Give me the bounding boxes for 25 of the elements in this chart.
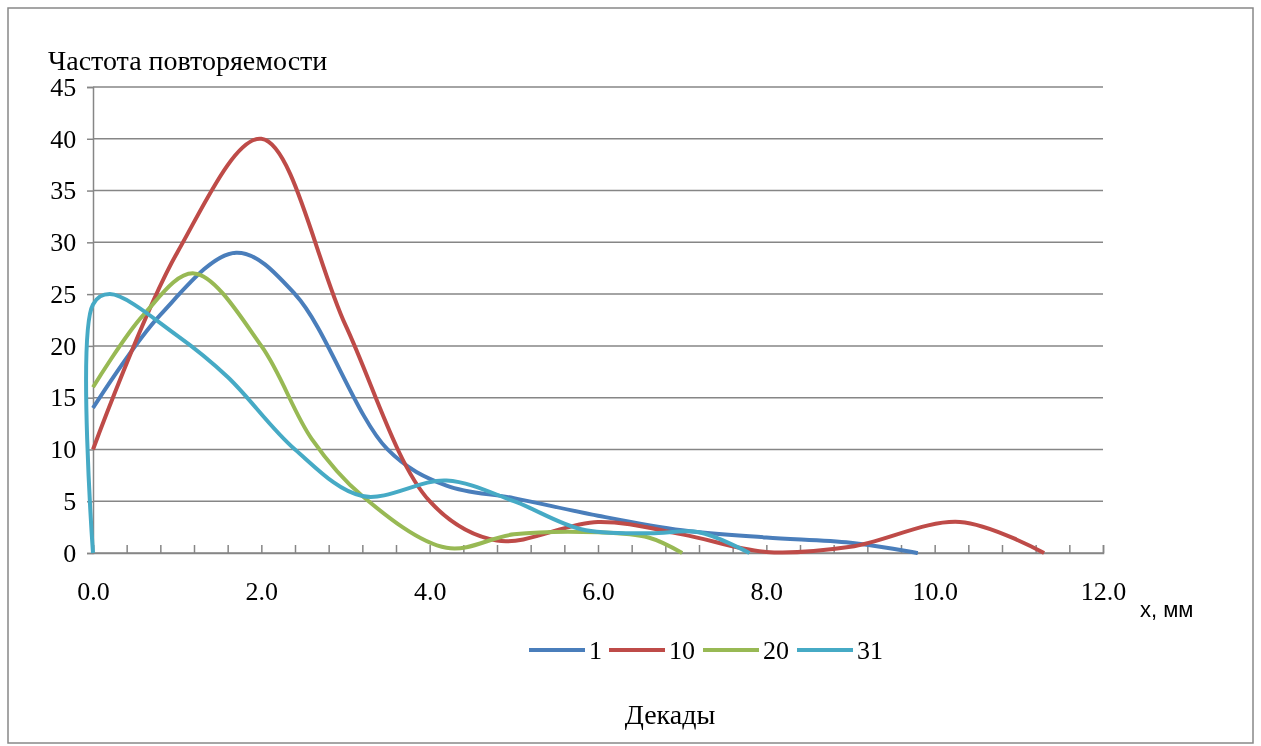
legend-title: Декады — [624, 699, 716, 730]
x-tick-label: 0.0 — [77, 577, 110, 607]
x-tick-label: 10.0 — [912, 577, 958, 607]
y-tick-label: 25 — [50, 279, 77, 309]
y-tick-label: 40 — [50, 124, 77, 154]
line-series — [91, 271, 685, 555]
legend-label: 10 — [669, 636, 695, 665]
legend-label: 20 — [763, 636, 789, 665]
x-axis-title: x, мм — [1140, 597, 1194, 622]
y-tick-label: 35 — [50, 176, 77, 206]
y-tick-label: 10 — [50, 435, 77, 465]
x-tick-label: 2.0 — [245, 577, 279, 607]
x-tick-label: 6.0 — [582, 577, 615, 607]
line-series — [91, 250, 920, 555]
y-tick-label: 30 — [50, 228, 77, 258]
legend-label: 1 — [589, 636, 602, 665]
y-tick-label: 15 — [50, 383, 77, 413]
x-tick-label: 8.0 — [750, 577, 784, 607]
legend-label: 31 — [857, 636, 883, 665]
line-series — [91, 136, 1047, 555]
y-tick-label: 20 — [50, 331, 77, 361]
x-tick-label: 12.0 — [1080, 577, 1127, 607]
y-tick-label: 0 — [63, 538, 77, 568]
x-tick-label: 4.0 — [413, 577, 447, 607]
y-tick-label: 5 — [63, 487, 77, 517]
